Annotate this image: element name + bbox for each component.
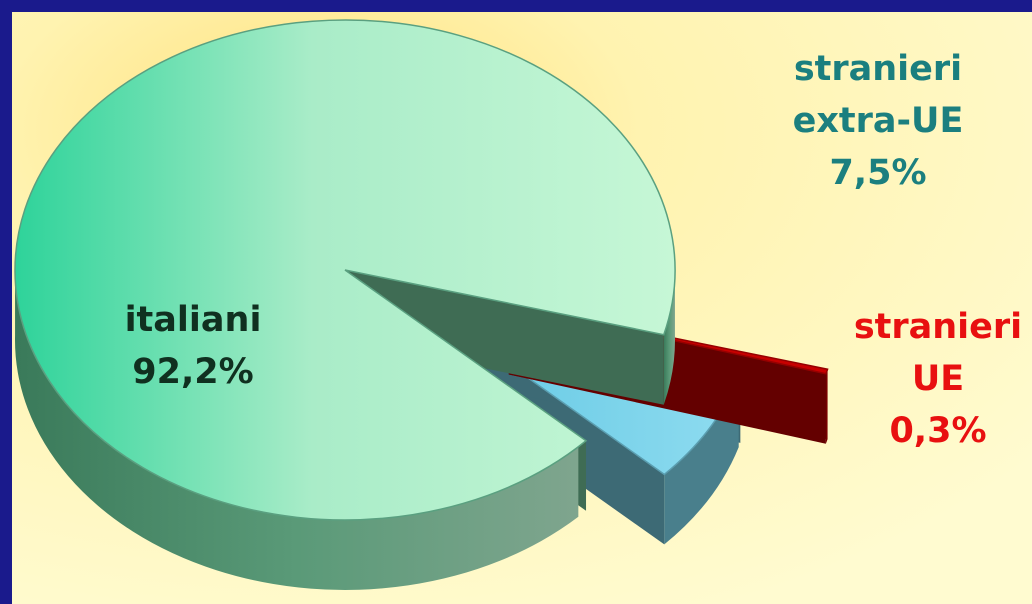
slice-name-label: extra-UE	[793, 101, 964, 141]
pie-slices	[14, 19, 829, 590]
slice-outer-wall	[14, 265, 579, 590]
data-label: 0,3%	[889, 411, 986, 451]
slice-outer-wall	[663, 265, 676, 405]
data-label: 7,5%	[829, 153, 926, 193]
slice-name-label: stranieri	[854, 307, 1022, 347]
slice-name-label: UE	[912, 359, 964, 399]
pie-labels: italiani 92,2% stranieri extra-UE 7,5% strani…	[125, 49, 1023, 451]
slice-outer-wall	[825, 369, 828, 444]
data-label: 92,2%	[132, 352, 253, 392]
slice-name-label: stranieri	[794, 49, 962, 89]
pie-slice	[14, 19, 676, 590]
slice-name-label: italiani	[125, 300, 262, 340]
slice-top-face	[14, 19, 676, 521]
slice-side-wall	[345, 270, 664, 405]
